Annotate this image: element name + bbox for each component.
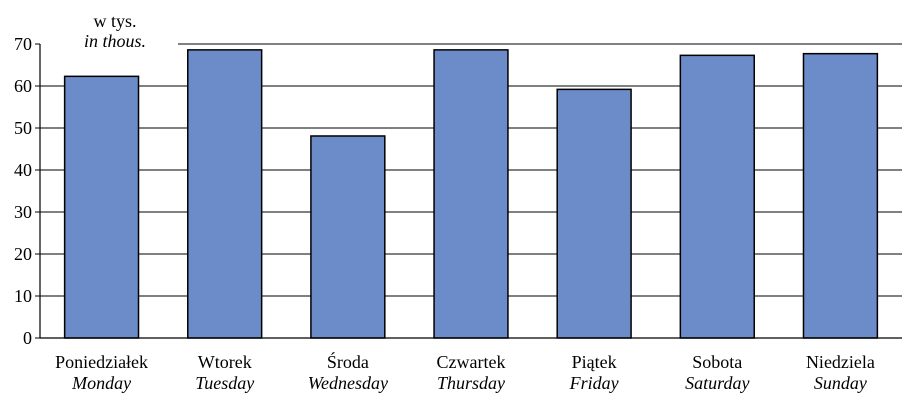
bar xyxy=(63,75,140,339)
x-tick-label-en: Monday xyxy=(71,373,131,393)
x-tick-label-pl: Poniedziałek xyxy=(55,352,148,372)
x-tick-label-pl: Sobota xyxy=(692,352,742,372)
x-tick-label-pl: Wtorek xyxy=(198,352,252,372)
x-tick-label-pl: Niedziela xyxy=(806,352,875,372)
x-tick-label-pl: Piątek xyxy=(572,352,617,372)
x-tick-label-pl: Środa xyxy=(327,351,369,372)
bar xyxy=(310,135,386,339)
labels: w tys. in thous. 0 10 20 30 40 50 60 70 Poniedzi… xyxy=(14,11,875,393)
y-tick-label: 50 xyxy=(14,118,32,138)
y-tick-label: 40 xyxy=(14,160,32,180)
y-tick-label: 0 xyxy=(23,328,32,348)
y-tick-label: 10 xyxy=(14,286,32,306)
bar xyxy=(679,54,755,339)
x-tick-label-en: Wednesday xyxy=(308,373,388,393)
y-tick-label: 60 xyxy=(14,76,32,96)
y-tick-label: 70 xyxy=(14,34,32,54)
x-tick-label-pl: Czwartek xyxy=(437,352,506,372)
bar xyxy=(187,49,263,339)
bar xyxy=(433,49,509,339)
x-tick-label-en: Friday xyxy=(569,373,619,393)
x-tick-label-en: Thursday xyxy=(437,373,505,393)
y-tick-label: 30 xyxy=(14,202,32,222)
axes xyxy=(35,43,902,339)
x-tick-label-en: Tuesday xyxy=(195,373,254,393)
x-tick-label-en: Sunday xyxy=(814,373,867,393)
y-tick-label: 20 xyxy=(14,244,32,264)
unit-label-pl: w tys. xyxy=(93,11,136,31)
x-tick-label-en: Saturday xyxy=(685,373,749,393)
unit-label-en: in thous. xyxy=(84,31,146,51)
bars xyxy=(63,49,879,339)
bar xyxy=(802,52,879,339)
bar xyxy=(556,88,632,339)
